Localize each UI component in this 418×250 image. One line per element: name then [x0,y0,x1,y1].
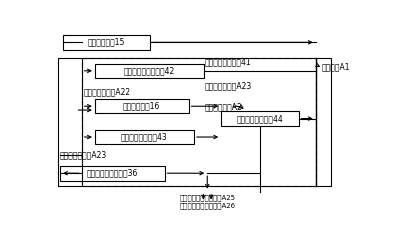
Bar [63,34,150,50]
Text: 计划跟踪功能停止信号A26: 计划跟踪功能停止信号A26 [179,202,235,209]
Text: 用电计划管理模块41: 用电计划管理模块41 [204,58,251,67]
Text: 能量监控与显示模块36: 能量监控与显示模块36 [87,169,138,178]
Text: 交换功率定值A2: 交换功率定值A2 [204,102,242,112]
Text: 功率互济模块16: 功率互济模块16 [123,102,161,111]
Text: 用电计划跟踪模块43: 用电计划跟踪模块43 [121,132,168,141]
Bar [95,64,204,78]
Text: 启停计划跟踪模块44: 启停计划跟踪模块44 [237,114,283,123]
Text: 计划跟踪功能启动信号A25: 计划跟踪功能启动信号A25 [179,194,235,201]
Text: 信息总线A1: 信息总线A1 [322,62,350,72]
Text: 网控信息模块15: 网控信息模块15 [88,38,125,47]
Bar [82,58,316,186]
Text: 储能充放电优化模块42: 储能充放电优化模块42 [124,66,175,75]
Text: 分阶段用电计划A22: 分阶段用电计划A22 [83,87,130,96]
Bar [221,111,299,126]
Bar [95,130,194,144]
Bar [59,58,331,186]
Text: 全时段用电计划A23: 全时段用电计划A23 [60,150,107,159]
Text: 全时段用电计划A23: 全时段用电计划A23 [204,81,251,90]
Bar [95,99,189,113]
Bar [60,166,165,181]
